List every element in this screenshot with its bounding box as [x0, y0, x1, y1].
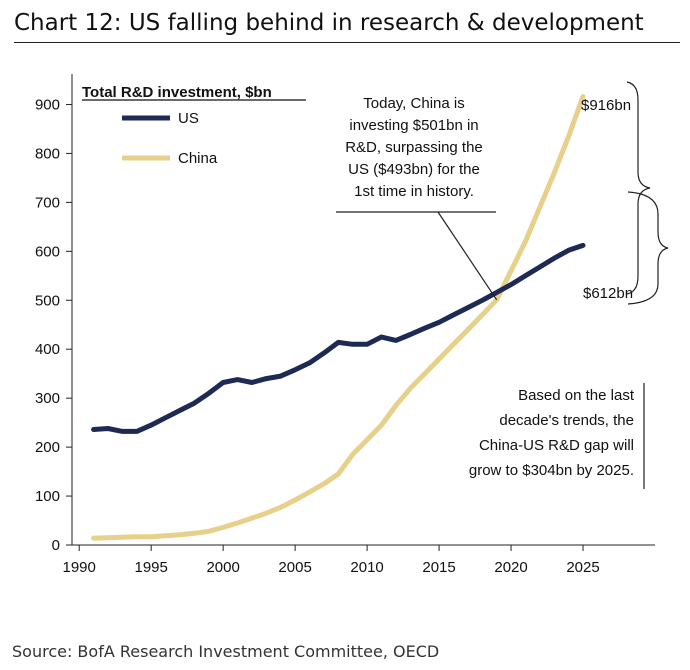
annotation-gap-line: China-US R&D gap will	[479, 437, 634, 454]
x-tick-label: 2010	[350, 559, 383, 576]
y-tick-label: 900	[35, 96, 60, 113]
y-tick-label: 100	[35, 488, 60, 505]
x-tick-label: 2015	[422, 559, 455, 576]
x-tick-label: 1995	[134, 559, 167, 576]
y-tick-label: 700	[35, 194, 60, 211]
chart-title: Chart 12: US falling behind in research …	[14, 10, 644, 36]
chart-legend: Total R&D investment, $bn US China	[82, 84, 306, 167]
y-tick-label: 800	[35, 145, 60, 162]
y-tick-label: 400	[35, 341, 60, 358]
y-tick-label: 0	[52, 537, 60, 554]
annotation-gap-line: decade's trends, the	[499, 412, 634, 429]
annotation-gap-line: grow to $304bn by 2025.	[469, 462, 634, 479]
annotation-brace-left	[626, 81, 651, 295]
chart-series	[91, 94, 586, 541]
x-tick-label: 2025	[566, 559, 599, 576]
y-tick-label: 200	[35, 439, 60, 456]
chart-annotations: Today, China is investing $501bn in R&D, s…	[336, 81, 669, 489]
annotation-crossover-line: US ($493bn) for the	[348, 161, 480, 178]
annotation-gap-line: Based on the last	[518, 387, 635, 404]
annotation-crossover-pointer	[437, 211, 498, 301]
legend-title: Total R&D investment, $bn	[82, 84, 272, 101]
chart-axes: 0 100 200 300 400 500 600 700 800 900 1990 1995 2000…	[35, 74, 655, 576]
annotation-brace-right	[627, 191, 669, 305]
line-chart: 0 100 200 300 400 500 600 700 800 900 1990 1995 2000…	[35, 74, 669, 576]
x-tick-label: 1990	[63, 559, 96, 576]
legend-label-china: China	[178, 150, 218, 167]
y-tick-label: 500	[35, 292, 60, 309]
x-tick-label: 2005	[278, 559, 311, 576]
annotation-crossover-line: investing $501bn in	[349, 117, 478, 134]
title-divider	[14, 42, 680, 43]
y-tick-label: 600	[35, 243, 60, 260]
annotation-crossover-line: R&D, surpassing the	[345, 139, 483, 156]
source-note: Source: BofA Research Investment Committ…	[12, 642, 440, 661]
legend-label-us: US	[178, 110, 199, 127]
annotation-us-end-label: $612bn	[583, 285, 633, 302]
x-tick-label: 2000	[206, 559, 239, 576]
annotation-crossover-line: Today, China is	[363, 95, 464, 112]
annotation-crossover-line: 1st time in history.	[354, 183, 474, 200]
y-tick-label: 300	[35, 390, 60, 407]
x-tick-label: 2020	[494, 559, 527, 576]
annotation-china-end-label: $916bn	[581, 97, 631, 114]
series-line-us	[91, 242, 586, 434]
